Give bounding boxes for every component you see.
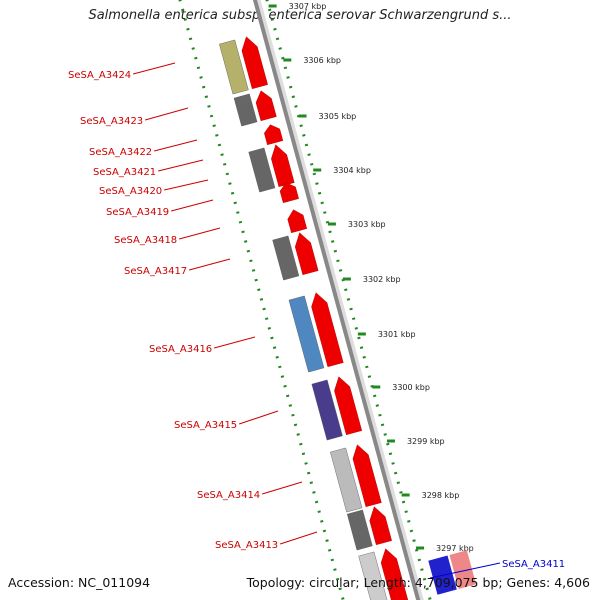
- gene-label-leader: [154, 139, 198, 152]
- scale-tick-label: 3307 kbp: [289, 2, 327, 11]
- gene-label-leader: [145, 107, 189, 121]
- scale-tick-label: 3304 kbp: [333, 166, 371, 175]
- outer-dotted-ring: [265, 0, 432, 600]
- forward-gene-arrow: [369, 506, 392, 546]
- scale-tick-label: 3301 kbp: [378, 330, 416, 339]
- gene-label-leader: [158, 159, 204, 172]
- gene-label-leader: [189, 258, 231, 271]
- gene-label: SeSA_A3419: [106, 207, 169, 218]
- gene-label: SeSA_A3415: [174, 420, 237, 431]
- forward-gene-arrow: [294, 232, 319, 276]
- gene-label-leader: [280, 531, 318, 545]
- inner-dotted-ring: [178, 0, 345, 600]
- gene-label-leader: [171, 199, 214, 212]
- gene-label: SeSA_A3411: [502, 559, 565, 570]
- forward-gene-arrow: [352, 444, 382, 508]
- gene-label-leader: [429, 562, 501, 579]
- forward-gene-arrow: [255, 90, 277, 122]
- scale-tick-label: 3306 kbp: [303, 56, 341, 65]
- gene-label: SeSA_A3422: [89, 147, 152, 158]
- forward-gene-arrow: [264, 124, 284, 146]
- feature-bar: [358, 551, 388, 600]
- feature-bar: [233, 93, 258, 127]
- scale-tick-label: 3297 kbp: [436, 544, 474, 553]
- gene-label: SeSA_A3421: [93, 167, 156, 178]
- scale-tick-label: 3300 kbp: [392, 383, 430, 392]
- gene-label-leader: [214, 336, 256, 349]
- feature-bar: [449, 550, 477, 589]
- topology-text: Topology: circular; Length: 4,709,075 bp…: [246, 575, 590, 590]
- scale-tick-label: 3305 kbp: [319, 112, 357, 121]
- accession-text: Accession: NC_011094: [8, 575, 151, 590]
- gene-label-leader: [239, 410, 279, 425]
- feature-bar: [272, 235, 300, 281]
- gene-label-leader: [179, 227, 221, 240]
- gene-label: SeSA_A3417: [124, 266, 187, 277]
- gene-label: SeSA_A3414: [197, 490, 260, 501]
- gene-label: SeSA_A3416: [149, 344, 212, 355]
- gene-label: SeSA_A3424: [68, 70, 131, 81]
- feature-bar: [219, 39, 249, 95]
- scale-tick-label: 3299 kbp: [407, 437, 445, 446]
- backbone-line: [252, 0, 421, 600]
- forward-gene-arrow: [271, 144, 295, 188]
- gene-label: SeSA_A3418: [114, 235, 177, 246]
- forward-gene-arrow: [311, 292, 344, 368]
- feature-bar: [311, 379, 343, 441]
- gene-label-leader: [262, 481, 303, 495]
- scale-tick-label: 3298 kbp: [422, 491, 460, 500]
- feature-bar: [248, 147, 276, 193]
- forward-gene-arrow: [241, 36, 268, 90]
- gene-label: SeSA_A3423: [80, 116, 143, 127]
- forward-gene-arrow: [380, 548, 409, 600]
- forward-gene-arrow: [334, 376, 363, 436]
- feature-bar: [346, 509, 373, 551]
- scale-tick-label: 3302 kbp: [363, 275, 401, 284]
- gene-label: SeSA_A3413: [215, 540, 278, 551]
- scale-tick-label: 3303 kbp: [348, 220, 386, 229]
- map-title: Salmonella enterica subsp. enterica sero…: [88, 8, 512, 23]
- gene-label-leader: [164, 179, 209, 191]
- forward-gene-arrow: [279, 182, 299, 204]
- gene-label-leader: [133, 62, 176, 75]
- feature-bar: [330, 447, 363, 513]
- backbone-shadow: [255, 0, 424, 600]
- forward-gene-arrow: [287, 209, 308, 234]
- gene-label: SeSA_A3420: [99, 186, 162, 197]
- feature-bar: [288, 295, 325, 373]
